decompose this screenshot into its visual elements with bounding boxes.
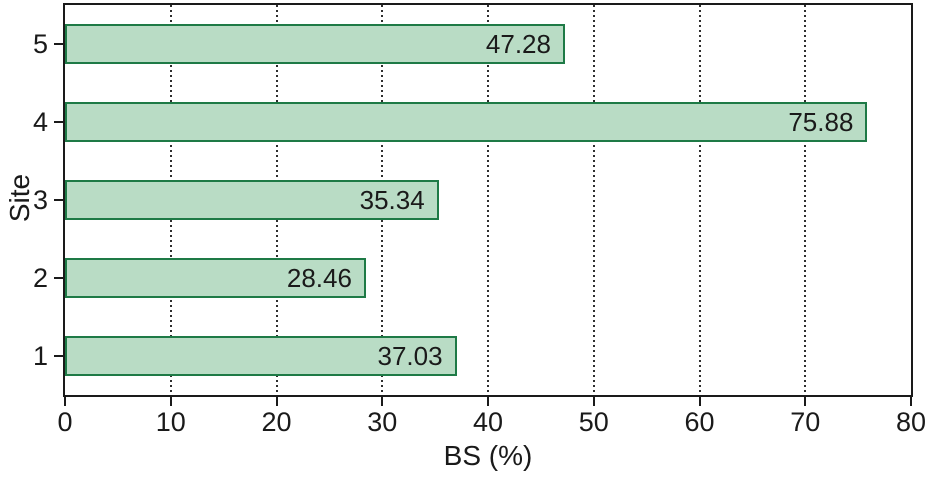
x-tick-mark (804, 397, 807, 406)
gridline-x40 (487, 5, 489, 395)
plot-area: 47.28 75.88 35.34 28.46 37.03 (63, 3, 913, 397)
x-tick-mark (910, 397, 912, 406)
bar-site-1: 37.03 (65, 336, 457, 376)
y-tick-label-site-5: 5 (32, 29, 48, 59)
x-tick-label-10: 10 (155, 407, 186, 437)
y-tick-label-site-2: 2 (32, 263, 48, 293)
y-tick-mark (54, 199, 63, 201)
x-axis-title: BS (%) (443, 440, 533, 471)
x-tick-label-50: 50 (578, 407, 609, 437)
x-tick-label-60: 60 (684, 407, 715, 437)
x-tick-mark (64, 397, 66, 406)
bar-value-label: 35.34 (359, 185, 425, 215)
x-tick-mark (698, 397, 701, 406)
x-tick-mark (275, 397, 278, 406)
bar-value-label: 28.46 (286, 263, 352, 293)
x-tick-label-30: 30 (367, 407, 398, 437)
x-tick-label-40: 40 (472, 407, 504, 437)
gridline-x60 (698, 5, 701, 395)
y-tick-label-site-1: 1 (32, 341, 48, 371)
y-tick-mark (54, 43, 63, 45)
bar-value-label: 47.28 (485, 29, 551, 59)
bar-site-5: 47.28 (65, 24, 565, 64)
bar-value-label: 37.03 (377, 341, 443, 371)
bar-site-4: 75.88 (65, 102, 868, 142)
bar-value-label: 75.88 (788, 107, 854, 137)
x-tick-mark (169, 397, 172, 406)
y-tick-label-site-3: 3 (32, 185, 48, 215)
y-tick-mark (54, 277, 63, 279)
bar-site-3: 35.34 (65, 180, 439, 220)
x-tick-label-80: 80 (895, 407, 927, 437)
y-tick-mark (54, 121, 63, 123)
gridline-x50 (592, 5, 595, 395)
bar-site-2: 28.46 (65, 258, 366, 298)
x-tick-label-70: 70 (790, 407, 821, 437)
x-tick-mark (487, 397, 489, 406)
x-tick-label-20: 20 (261, 407, 292, 437)
x-tick-mark (592, 397, 595, 406)
x-tick-label-0: 0 (57, 407, 73, 437)
y-tick-label-site-4: 4 (32, 107, 48, 137)
gridline-x70 (804, 5, 807, 395)
x-tick-mark (381, 397, 384, 406)
y-tick-mark (54, 355, 63, 357)
